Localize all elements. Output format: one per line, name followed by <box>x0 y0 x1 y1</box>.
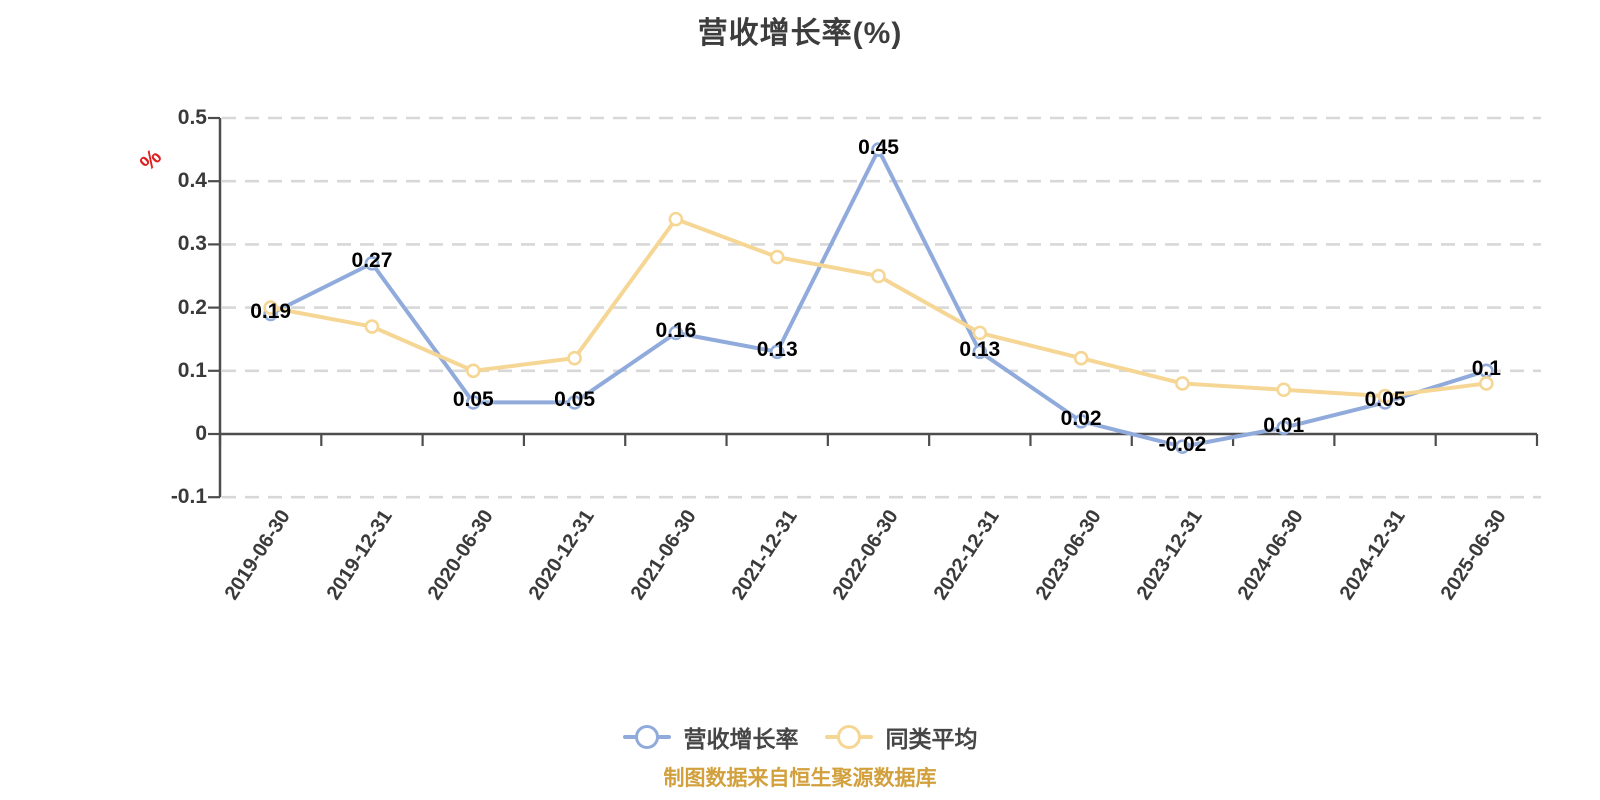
legend-label-revenue-growth: 营收增长率 <box>683 726 799 752</box>
data-point-marker[interactable] <box>972 344 988 360</box>
y-axis-label: 0.3 <box>177 232 207 256</box>
y-axis-label: 0.1 <box>177 358 207 382</box>
data-point-marker[interactable] <box>465 363 481 379</box>
data-point-marker[interactable] <box>364 256 380 271</box>
data-point-marker[interactable] <box>1073 414 1089 429</box>
data-point-marker[interactable] <box>769 249 785 265</box>
data-point-marker[interactable] <box>263 300 278 315</box>
data-point-marker[interactable] <box>1276 382 1292 398</box>
legend: 营收增长率 同类平均 <box>0 720 1600 754</box>
data-point-marker[interactable] <box>567 350 582 366</box>
data-point-label: 0.13 <box>756 337 798 361</box>
data-point-marker[interactable] <box>1175 376 1190 391</box>
line-circle-marker-icon <box>824 725 873 749</box>
y-axis-label: 0.2 <box>177 295 207 319</box>
data-point-marker[interactable] <box>364 319 380 334</box>
data-point-label: -0.02 <box>1158 432 1207 456</box>
data-point-label: 0.13 <box>959 337 1001 361</box>
legend-item-category-average[interactable]: 同类平均 <box>824 720 978 754</box>
data-point-label: 0.05 <box>1364 388 1406 412</box>
chart-title: 营收增长率(%) <box>697 17 903 50</box>
data-point-marker[interactable] <box>1377 388 1393 404</box>
legend-item-revenue-growth[interactable]: 营收增长率 <box>622 720 799 754</box>
line-circle-marker-icon <box>622 725 671 749</box>
data-point-marker[interactable] <box>1276 420 1292 435</box>
data-point-marker[interactable] <box>668 211 684 227</box>
data-point-label: 0.16 <box>655 318 697 342</box>
legend-label-category-average: 同类平均 <box>885 726 978 752</box>
data-source-caption: 制图数据来自恒生聚源数据库 <box>663 767 937 790</box>
data-point-marker[interactable] <box>668 325 684 341</box>
data-point-label: 0.05 <box>452 388 494 412</box>
data-point-marker[interactable] <box>1479 376 1494 391</box>
data-point-label: 0.01 <box>1263 413 1305 437</box>
y-axis-label: 0.5 <box>177 106 207 129</box>
data-point-marker[interactable] <box>769 344 785 360</box>
data-point-label: 0.27 <box>351 249 393 273</box>
data-point-label: 0.19 <box>250 299 292 323</box>
data-point-marker[interactable] <box>871 142 886 157</box>
data-point-marker[interactable] <box>567 395 582 410</box>
data-point-marker[interactable] <box>871 268 886 284</box>
y-axis-label: 0.4 <box>177 169 207 193</box>
data-point-marker[interactable] <box>465 395 481 410</box>
data-point-label: 0.02 <box>1060 407 1102 431</box>
data-point-marker[interactable] <box>972 325 988 341</box>
data-point-marker[interactable] <box>1175 439 1190 454</box>
data-point-label: 0.05 <box>554 388 595 412</box>
data-point-marker[interactable] <box>1073 350 1089 366</box>
data-point-label: 0.45 <box>858 135 899 159</box>
data-point-label: 0.1 <box>1471 356 1501 380</box>
y-axis-label: 0 <box>195 422 207 445</box>
y-axis-label: -0.1 <box>170 485 207 509</box>
